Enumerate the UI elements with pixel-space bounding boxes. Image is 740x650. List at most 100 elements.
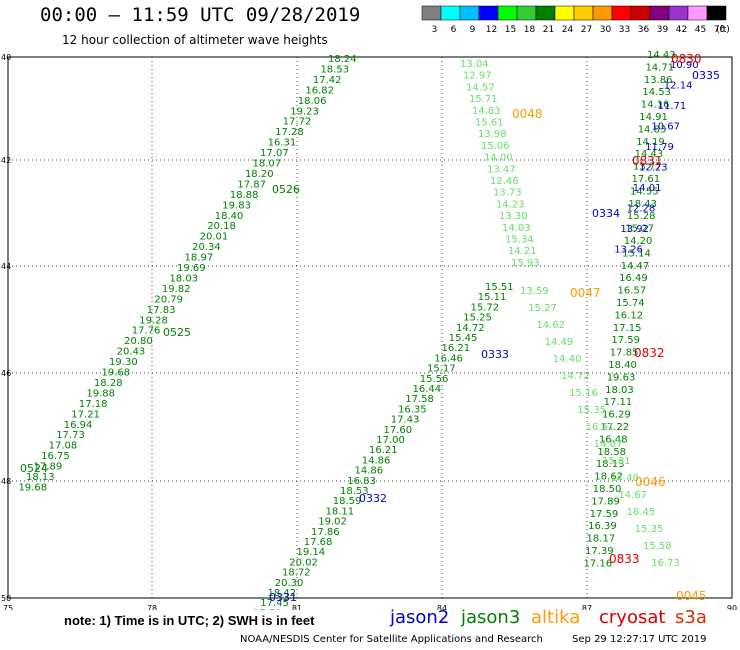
swh-value-track-d: 17.59 <box>611 335 640 346</box>
swh-value-track-a: 20.79 <box>154 294 183 305</box>
swh-value-track-a: 18.20 <box>245 169 274 180</box>
swh-value-track-c: 15.93 <box>511 258 540 269</box>
colorbar-tick-label: 45 <box>695 25 706 35</box>
swh-value-track-b: 14.86 <box>355 466 384 477</box>
swh-value-track-d: 18.62 <box>594 472 623 483</box>
swh-value-track-d: 14.55 <box>630 186 659 197</box>
colorbar-tick-label: 24 <box>562 25 574 35</box>
track-id-label: 0046 <box>635 475 666 489</box>
swh-value-track-e: 16.73 <box>651 558 680 569</box>
swh-value-track-e: 15.16 <box>569 388 598 399</box>
page-subtitle: 12 hour collection of altimeter wave hei… <box>62 33 328 47</box>
swh-value-track-a: 18.40 <box>215 211 244 222</box>
swh-value-track-c: 12.97 <box>463 71 492 82</box>
swh-value-track-f: 11.79 <box>645 142 674 153</box>
colorbar-unit: (ft) <box>716 25 730 35</box>
swh-value-track-c: 14.00 <box>484 153 513 164</box>
swh-value-track-b: 16.44 <box>413 384 442 395</box>
swh-value-track-d: 14.43 <box>647 50 676 61</box>
lon-label: 78 <box>147 604 157 610</box>
swh-value-track-c: 14.57 <box>466 82 495 93</box>
swh-value-track-e: 14.62 <box>536 320 565 331</box>
swh-value-track-d: 17.85 <box>610 348 639 359</box>
colorbar-tick-label: 36 <box>638 25 650 35</box>
swh-value-track-d: 16.49 <box>619 273 648 284</box>
swh-value-track-a: 17.28 <box>275 127 304 138</box>
footer-timestamp: Sep 29 12:27:17 UTC 2019 <box>572 634 707 645</box>
swh-value-track-a: 17.89 <box>34 462 63 473</box>
colorbar-swatch <box>706 5 727 21</box>
swh-value-track-d: 14.53 <box>642 87 671 98</box>
swh-value-track-b: 18.42 <box>268 588 297 599</box>
track-id-label: 0526 <box>272 183 300 196</box>
track-id-label: 0525 <box>163 326 191 339</box>
track-id-label: 0335 <box>692 69 720 82</box>
swh-value-track-e: 16.45 <box>627 507 656 518</box>
swh-value-track-a: 17.18 <box>79 399 108 410</box>
swh-value-track-d: 18.50 <box>593 484 622 495</box>
swh-value-track-f: 12.14 <box>664 81 693 92</box>
swh-value-track-a: 18.03 <box>169 273 198 284</box>
swh-value-track-f: 13.26 <box>614 245 643 256</box>
swh-value-track-d: 14.43 <box>635 149 664 160</box>
swh-value-track-f: 11.71 <box>658 101 687 112</box>
lon-label: 81 <box>292 604 302 610</box>
swh-value-track-b: 14.72 <box>456 323 485 334</box>
swh-value-track-a: 20.80 <box>124 336 153 347</box>
swh-value-track-a: 20.18 <box>207 221 236 232</box>
swh-value-track-a: 20.01 <box>200 232 229 243</box>
swh-value-track-a: 18.28 <box>94 378 123 389</box>
swh-value-track-d: 15.74 <box>616 298 645 309</box>
swh-value-track-e: 14.49 <box>545 337 574 348</box>
swh-value-track-e: 15.35 <box>635 524 664 535</box>
swh-value-track-a: 16.82 <box>305 85 334 96</box>
swh-value-track-c: 15.06 <box>481 141 510 152</box>
swh-value-track-d: 17.22 <box>601 422 630 433</box>
swh-value-track-c: 15.34 <box>505 235 534 246</box>
swh-value-track-e: 15.27 <box>528 303 557 314</box>
swh-value-track-f: 13.92 <box>620 224 649 235</box>
swh-value-track-d: 18.13 <box>596 459 625 470</box>
colorbar-tick-label: 3 <box>432 25 438 35</box>
swh-value-track-d: 13.77 <box>633 162 662 173</box>
swh-value-track-b: 17.58 <box>405 394 434 405</box>
swh-value-track-d: 16.48 <box>599 434 628 445</box>
lat-label: 46 <box>1 369 11 378</box>
swh-value-track-b: 16.46 <box>434 353 463 364</box>
track-id-label: 0333 <box>481 348 509 361</box>
swh-value-track-b: 18.59 <box>333 496 362 507</box>
track-id-label: 0048 <box>512 107 543 121</box>
swh-value-track-a: 17.73 <box>56 430 85 441</box>
legend-cryosat: cryosat <box>599 607 666 628</box>
swh-value-track-d: 18.17 <box>587 534 616 545</box>
swh-value-track-d: 14.16 <box>641 100 670 111</box>
legend-note: note: 1) Time is in UTC; 2) SWH is in fe… <box>64 613 315 628</box>
colorbar-legend: 3 6 9 12 15 18 21 24 27 30 33 36 39 42 45 70(ft) <box>421 5 730 35</box>
swh-value-track-b: 16.21 <box>442 343 471 354</box>
legend-s3a: s3a <box>675 607 707 628</box>
swh-value-track-a: 18.07 <box>253 159 282 170</box>
swh-value-track-b: 20.02 <box>289 557 318 568</box>
swh-value-track-d: 17.16 <box>583 558 612 569</box>
legend-altika: altika <box>531 607 581 628</box>
colorbar-tick-label: 42 <box>676 25 687 35</box>
swh-value-track-d: 13.86 <box>644 75 673 86</box>
swh-value-track-f: 12.28 <box>627 204 656 215</box>
swh-value-track-a: 17.76 <box>132 326 161 337</box>
swh-value-track-d: 17.39 <box>585 546 614 557</box>
swh-value-track-f: 12.23 <box>639 163 668 174</box>
map-frame <box>7 56 733 599</box>
swh-value-track-a: 19.68 <box>102 368 131 379</box>
swh-value-track-c: 13.73 <box>493 188 522 199</box>
swh-value-track-c: 13.47 <box>487 164 516 175</box>
swh-value-track-d: 18.03 <box>605 385 634 396</box>
swh-value-track-e: 13.59 <box>520 286 549 297</box>
colorbar-tick-label: 12 <box>486 25 497 35</box>
swh-value-track-b: 15.11 <box>478 292 507 303</box>
swh-value-track-b: 17.86 <box>311 527 340 538</box>
swh-value-track-a: 18.88 <box>230 190 259 201</box>
swh-value-track-a: 18.24 <box>328 54 357 65</box>
swh-value-track-a: 19.69 <box>177 263 206 274</box>
swh-value-track-e: 14.07 <box>594 439 623 450</box>
